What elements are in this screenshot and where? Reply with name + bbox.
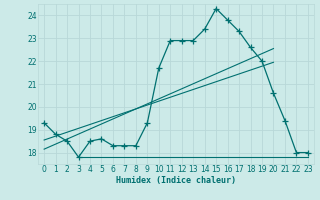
X-axis label: Humidex (Indice chaleur): Humidex (Indice chaleur) <box>116 176 236 185</box>
